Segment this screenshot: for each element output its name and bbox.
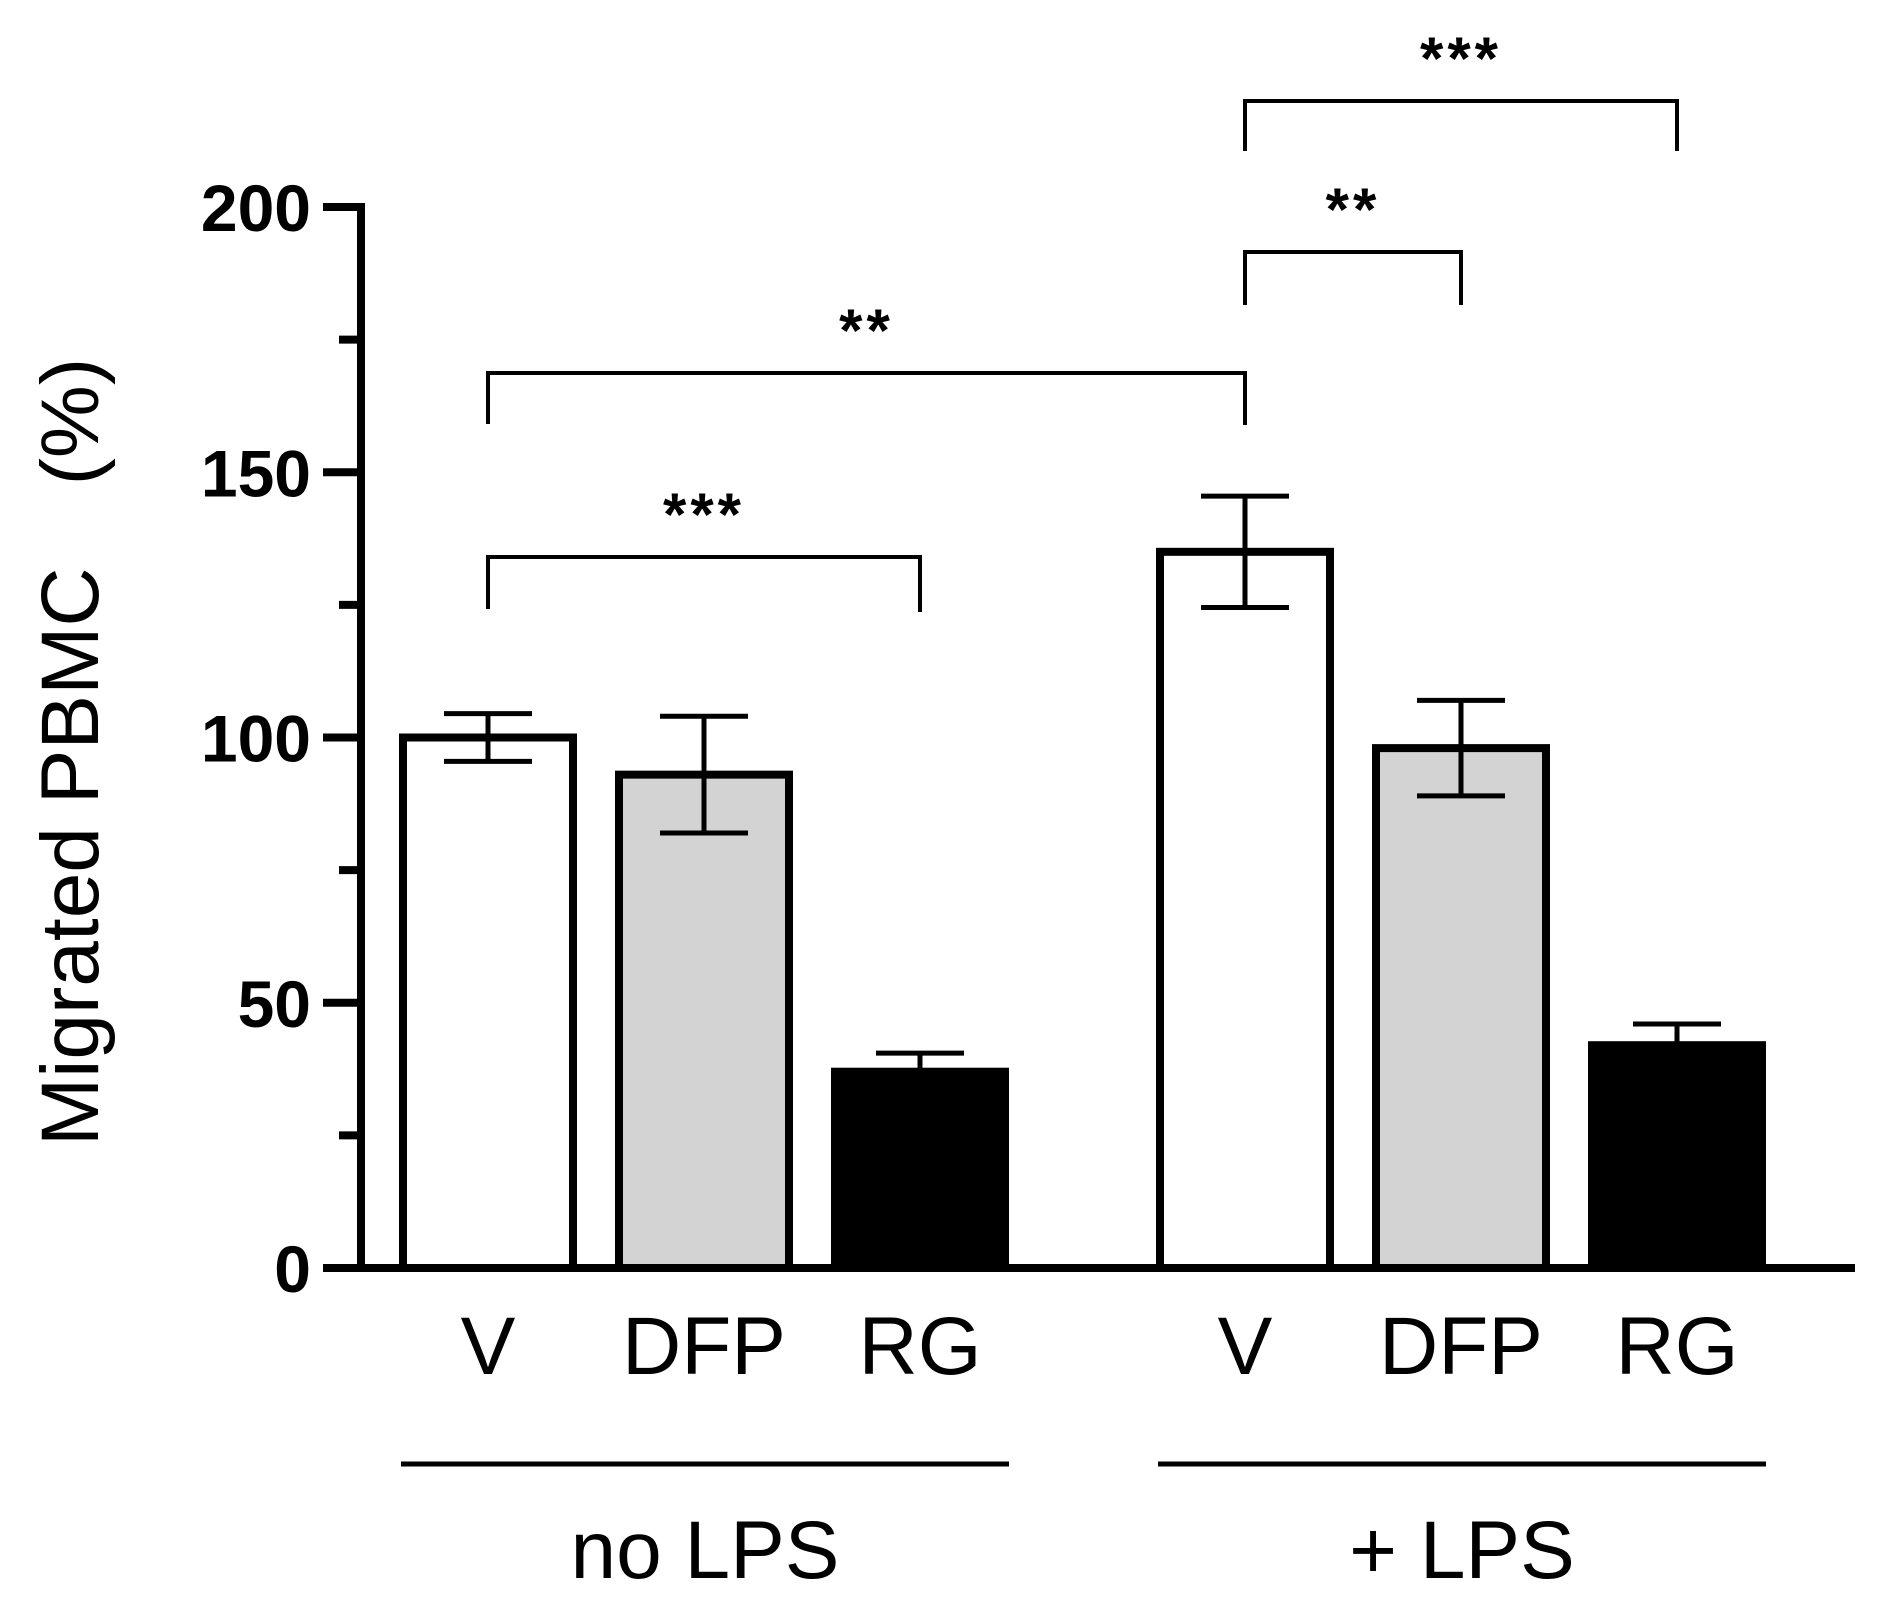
category-label-rg: RG	[859, 1301, 982, 1392]
significance-brackets: **********	[486, 25, 1679, 612]
bar-nolps-rg	[831, 1067, 1009, 1272]
category-label-dfp: DFP	[622, 1301, 786, 1392]
bar-lps-rg	[1588, 1041, 1766, 1272]
bars	[399, 547, 1766, 1272]
group-label: no LPS	[571, 1505, 840, 1596]
significance-bracket	[486, 371, 1247, 425]
category-label-rg: RG	[1616, 1301, 1739, 1392]
axes: 0 50 100 150 200	[201, 171, 1855, 1306]
bar-nolps-dfp	[615, 770, 793, 1272]
significance-bracket	[1243, 99, 1679, 151]
y-tick-label-150: 150	[201, 436, 311, 510]
category-label-v: V	[1218, 1301, 1273, 1392]
y-tick-label-100: 100	[201, 702, 311, 776]
group-label: + LPS	[1349, 1505, 1575, 1596]
significance-bracket	[486, 555, 922, 612]
category-label-v: V	[461, 1301, 516, 1392]
y-axis-title: Migrated PBMC (%)	[25, 358, 116, 1146]
category-label-dfp: DFP	[1379, 1301, 1543, 1392]
significance-label: ***	[663, 481, 745, 548]
significance-bracket	[1243, 250, 1463, 305]
bar-lps-dfp	[1372, 744, 1550, 1272]
y-tick-label-200: 200	[201, 171, 311, 245]
significance-label: **	[839, 297, 894, 364]
error-bars	[444, 493, 1721, 1093]
y-tick-label-0: 0	[274, 1232, 311, 1306]
significance-label: **	[1326, 176, 1381, 243]
bar-lps-v	[1156, 547, 1334, 1272]
y-tick-label-50: 50	[238, 967, 311, 1041]
significance-label: ***	[1420, 25, 1502, 92]
category-labels: V DFP RG V DFP RG no LPS + LPS	[401, 1301, 1766, 1596]
bar-nolps-v	[399, 733, 577, 1272]
